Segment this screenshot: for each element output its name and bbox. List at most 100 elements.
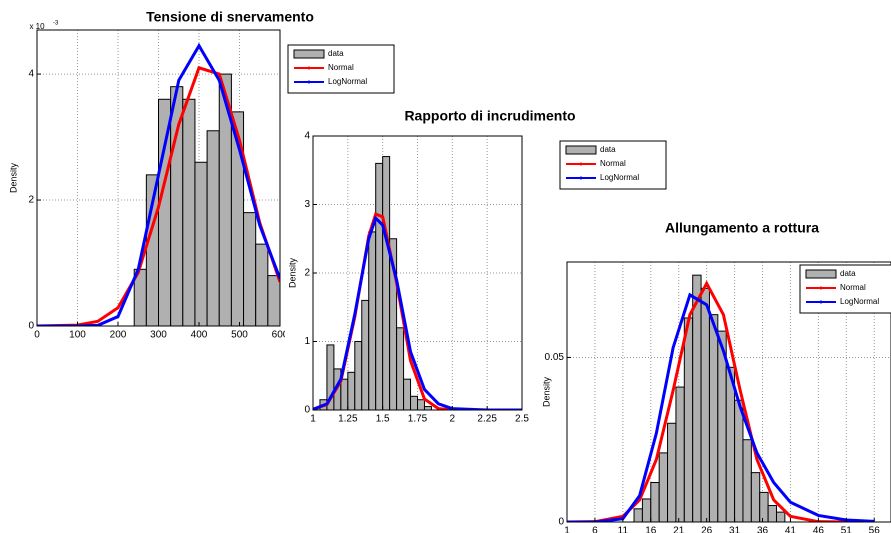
bar [641, 498, 652, 522]
bar [340, 378, 349, 410]
legend-label: Normal [600, 159, 626, 168]
legend-swatch [805, 269, 837, 279]
legend-marker [579, 176, 583, 180]
y-axis-label: Density [8, 162, 18, 193]
x-tick-label: 11 [618, 526, 629, 533]
y-scale-exponent: -3 [53, 21, 59, 27]
legend-marker [819, 286, 823, 290]
y-tick-label: 4 [304, 131, 310, 142]
bar [658, 452, 669, 522]
bar [403, 378, 412, 410]
bar [759, 491, 769, 522]
bar [194, 161, 208, 326]
bar [667, 422, 677, 522]
bar [650, 482, 660, 522]
y-axis-label: Density [541, 376, 551, 407]
y-tick-label: 2 [304, 268, 310, 279]
fit-curve [37, 42, 280, 326]
y-tick-label: 0.05 [545, 352, 565, 363]
bar [255, 243, 269, 326]
legend-label: data [840, 269, 856, 278]
x-tick-label: 2.5 [515, 414, 529, 425]
x-tick-label: 400 [191, 330, 208, 341]
x-tick-label: 41 [785, 526, 797, 533]
axes-box [566, 261, 891, 523]
x-tick-label: 1.75 [408, 414, 428, 425]
bar [708, 314, 719, 522]
bar [243, 212, 257, 326]
y-tick-label: 4 [28, 69, 34, 80]
fit-curve [567, 292, 875, 522]
bar [354, 341, 363, 410]
y-tick-label: 1 [304, 336, 310, 347]
legend-swatch [565, 145, 597, 155]
x-tick-label: 16 [645, 526, 657, 533]
bar [206, 130, 220, 326]
bar [361, 299, 370, 410]
legend-label: Normal [840, 283, 866, 292]
bar [683, 317, 694, 522]
bar [347, 371, 356, 410]
x-tick-label: 300 [150, 330, 167, 341]
plot-area [567, 274, 875, 522]
x-tick-label: 56 [869, 526, 881, 533]
legend-marker [307, 66, 311, 70]
x-tick-label: 1 [310, 414, 316, 425]
chart-title: Rapporto di incrudimento [404, 108, 575, 124]
y-tick-label: 3 [304, 199, 310, 210]
x-tick-label: 2.25 [477, 414, 497, 425]
bar [382, 156, 391, 410]
chart-panel: 1 6 11 16 21 26 31 36 41 46 51 5600.05Allungamento … [535, 218, 891, 533]
x-tick-label: 600 [272, 330, 289, 341]
chart-title: Tensione di snervamento [146, 9, 314, 25]
y-axis-label: Density [287, 257, 297, 288]
bar [700, 287, 710, 522]
legend-label: LogNormal [328, 77, 367, 86]
legend-label: Normal [328, 63, 354, 72]
bar [633, 508, 643, 522]
bar [775, 511, 786, 522]
x-tick-label: 21 [673, 526, 685, 533]
legend: data Normal LogNormal [799, 264, 891, 314]
x-tick-label: 51 [841, 526, 853, 533]
fit-curve [313, 215, 522, 410]
x-tick-label: 36 [757, 526, 769, 533]
y-scale-base: x 10 [29, 22, 45, 31]
x-tick-label: 46 [813, 526, 825, 533]
bar [368, 231, 377, 410]
x-tick-label: 500 [231, 330, 248, 341]
y-tick-label: 0 [304, 405, 310, 416]
bar [267, 275, 280, 326]
x-tick-label: 1.25 [338, 414, 358, 425]
legend: data Normal LogNormal [287, 44, 395, 94]
legend: data Normal LogNormal [559, 140, 667, 190]
bar [767, 505, 777, 522]
bar [417, 399, 425, 410]
legend-marker [307, 80, 311, 84]
bar [375, 162, 384, 410]
bar [396, 327, 405, 410]
fit-curve [37, 65, 280, 326]
bar [742, 439, 752, 522]
y-tick-label: 0 [558, 517, 564, 528]
bar [734, 399, 744, 522]
x-tick-label: 0 [34, 330, 40, 341]
legend-swatch [293, 49, 325, 59]
bar [750, 472, 761, 522]
chart-title: Allungamento a rottura [665, 220, 819, 236]
bar [675, 386, 685, 522]
x-tick-label: 2 [450, 414, 456, 425]
x-tick-label: 31 [729, 526, 741, 533]
x-tick-label: 6 [592, 526, 598, 533]
legend-marker [579, 162, 583, 166]
bar [692, 274, 702, 522]
x-tick-label: 200 [110, 330, 127, 341]
plot-area [37, 42, 280, 326]
bar [182, 98, 196, 326]
legend-label: data [328, 49, 344, 58]
x-tick-label: 100 [69, 330, 86, 341]
bar [410, 395, 418, 410]
bar [423, 406, 432, 410]
